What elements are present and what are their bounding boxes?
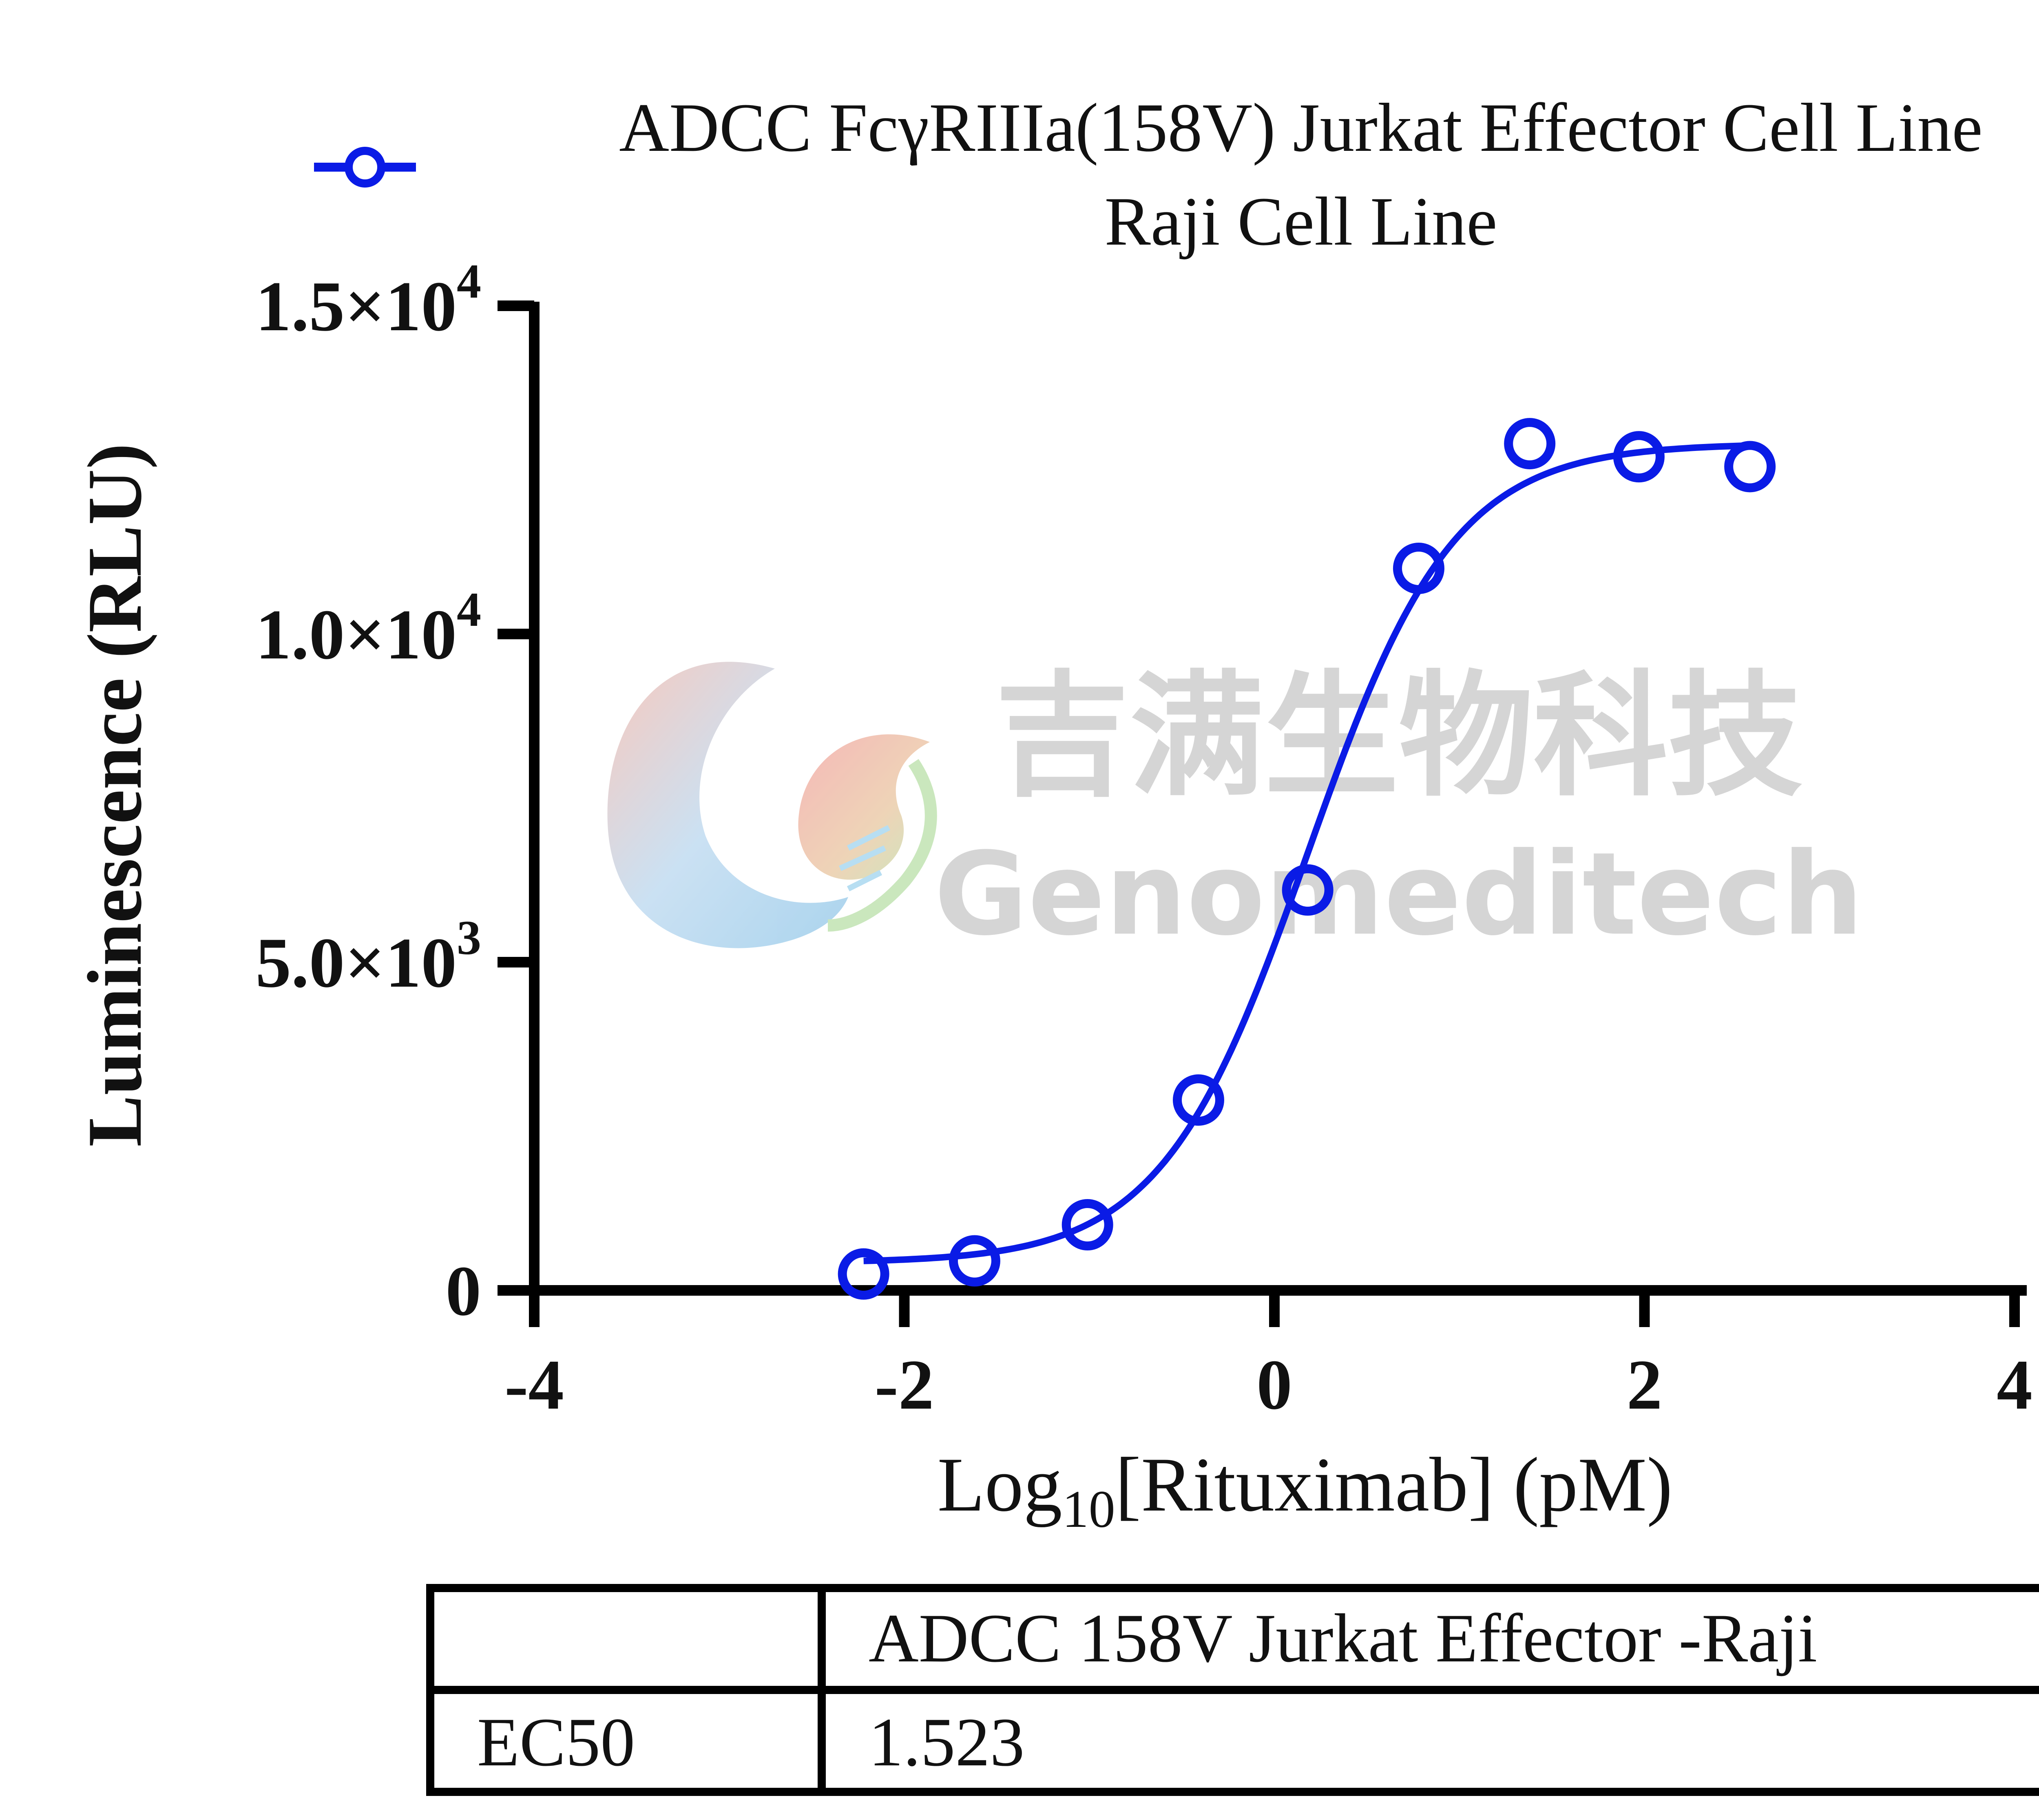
legend: ADCC FcγRIIIa(158V) Jurkat Effector Cell… <box>314 89 1983 260</box>
results-table: ADCC 158V Jurkat Effector -Raji EC50 1.5… <box>426 1584 2039 1796</box>
data-point <box>1062 1199 1113 1250</box>
data-point <box>1504 418 1556 470</box>
data-point <box>1282 864 1334 916</box>
x-axis-label-main: Log <box>938 1442 1062 1528</box>
data-point <box>1172 1074 1224 1126</box>
y-tick-mantissa: 1.0×10 <box>256 595 457 674</box>
y-tick-exponent: 4 <box>457 254 481 308</box>
data-point <box>1393 543 1444 594</box>
x-ticks: -4 -2 0 2 4 <box>504 1290 2032 1424</box>
legend-label-line2: Raji Cell Line <box>1104 183 1497 260</box>
data-point <box>949 1235 1000 1287</box>
y-tick-mantissa: 1.5×10 <box>256 267 457 346</box>
data-point <box>838 1248 889 1300</box>
x-axis-label-subscript: 10 <box>1062 1480 1115 1539</box>
watermark: 吉满生物科技 Genomeditech <box>607 658 1863 961</box>
y-tick-exponent: 4 <box>457 582 481 636</box>
watermark-en-text: Genomeditech <box>934 828 1864 961</box>
y-axis-label: Luminescence (RLU) <box>72 443 158 1147</box>
x-axis-label: Log10[Rituximab] (pM) <box>938 1442 1673 1539</box>
y-tick-label: 0 <box>446 1251 482 1330</box>
plot-area <box>838 418 1776 1300</box>
y-tick-mantissa: 5.0×10 <box>256 923 457 1002</box>
watermark-logo <box>607 662 937 948</box>
table-header-cell-1: ADCC 158V Jurkat Effector -Raji <box>869 1600 1817 1676</box>
data-point <box>1613 431 1665 483</box>
x-tick-label: 4 <box>1997 1345 2032 1424</box>
x-tick-label: 2 <box>1627 1345 1663 1424</box>
y-tick-label: 1.0×104 <box>256 582 481 674</box>
fit-curve <box>863 442 1750 1264</box>
x-tick-label: -2 <box>875 1345 934 1424</box>
x-axis-label-rest: [Rituximab] (pM) <box>1115 1442 1673 1528</box>
y-tick-label: 1.5×104 <box>256 254 481 346</box>
data-point <box>1724 441 1776 493</box>
x-tick-label: -4 <box>504 1345 564 1424</box>
table-row-value: 1.523 <box>869 1704 1025 1780</box>
x-tick-label: 0 <box>1256 1345 1292 1424</box>
y-tick-exponent: 3 <box>457 910 481 965</box>
watermark-cn-text: 吉满生物科技 <box>995 658 1802 815</box>
legend-marker <box>345 147 385 188</box>
legend-label-line1: ADCC FcγRIIIa(158V) Jurkat Effector Cell… <box>619 89 1983 166</box>
y-tick-label: 5.0×103 <box>256 910 481 1002</box>
table-row-label: EC50 <box>477 1704 635 1780</box>
